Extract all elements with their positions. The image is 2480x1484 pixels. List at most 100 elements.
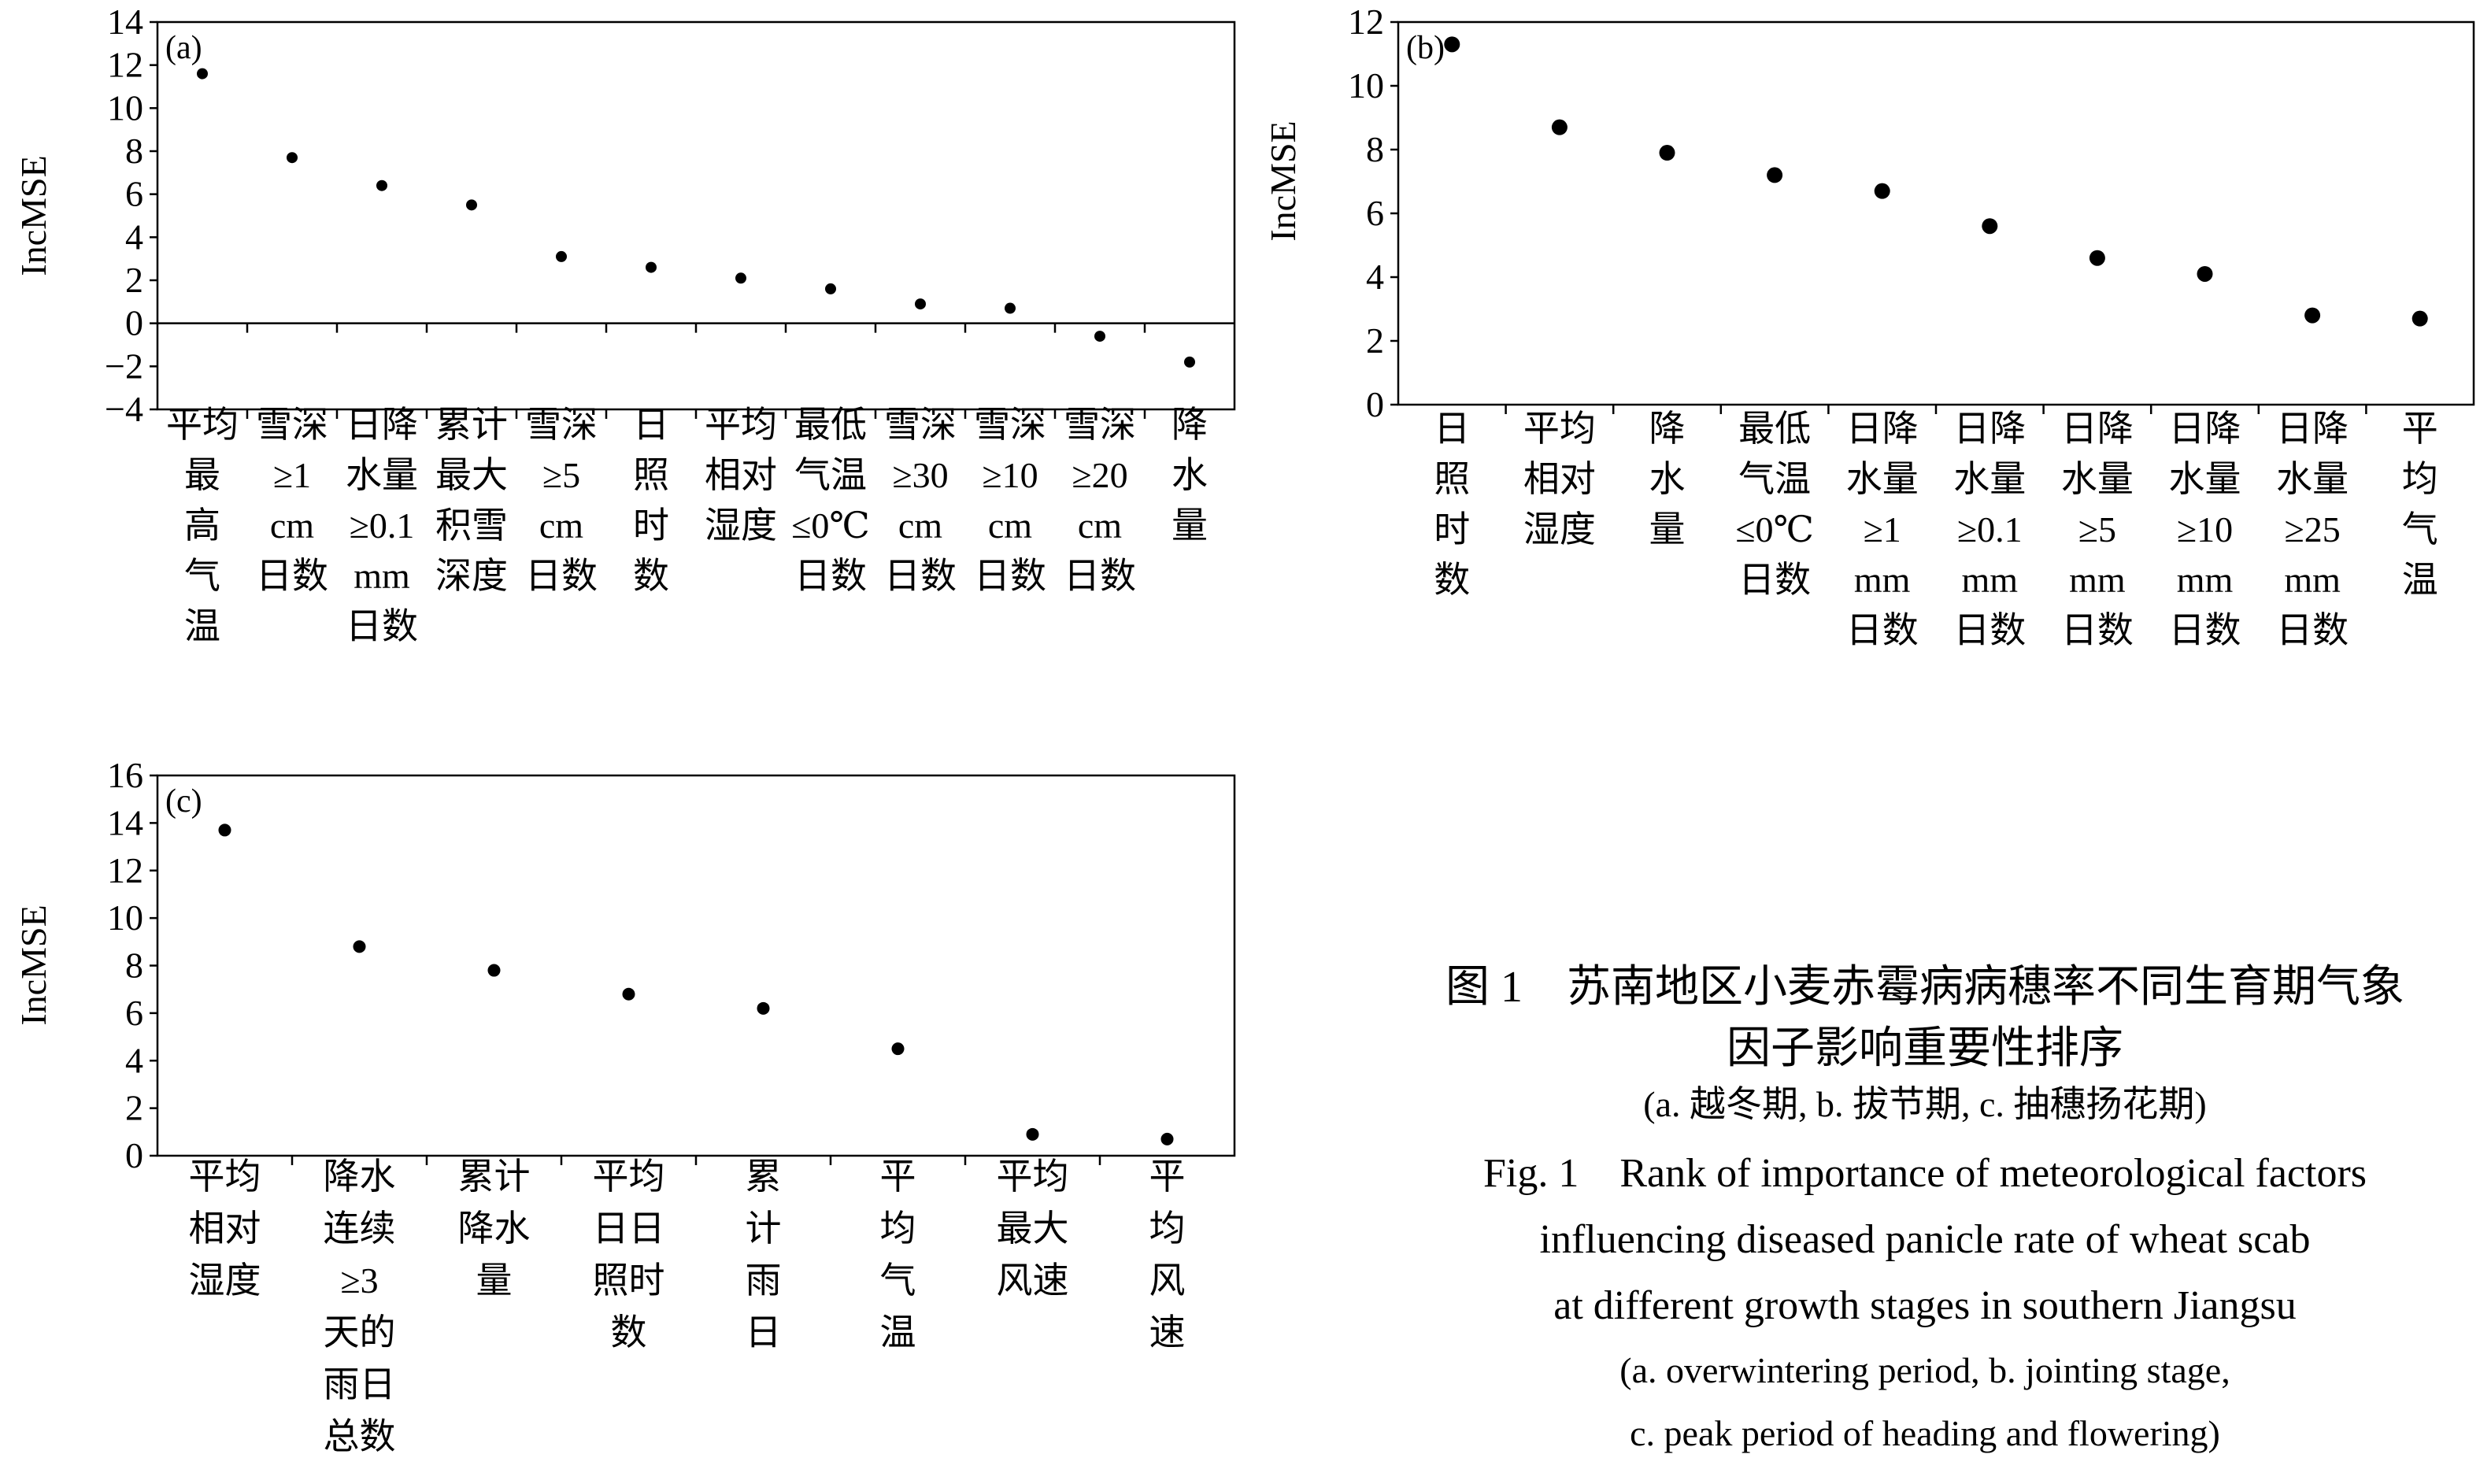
category-label-b-9: 平均气温	[2402, 409, 2438, 600]
plot-frame-c	[156, 774, 1236, 1157]
data-point-c-7	[1160, 1132, 1174, 1145]
category-label-b-4: 日降水量≥1 mm 日数	[1846, 409, 1919, 650]
category-label-a-7: 最低气温≤0℃日数	[791, 405, 870, 596]
category-label-a-0: 平均最高气温	[166, 405, 239, 646]
plot-frame-a	[156, 20, 1236, 411]
data-point-c-1	[353, 940, 366, 953]
category-label-b-2: 降水量	[1649, 409, 1686, 550]
category-label-a-10: 雪深≥20 cm 日数	[1064, 405, 1136, 596]
data-point-a-5	[646, 261, 657, 273]
caption-en-line-1: Fig. 1 Rank of importance of meteorologi…	[1482, 1151, 2367, 1196]
data-point-b-8	[2304, 307, 2321, 324]
y-tick-label-b-3: 6	[1366, 193, 1384, 233]
y-tick-label-b-2: 8	[1366, 129, 1384, 169]
y-tick-label-a-5: 4	[125, 216, 143, 257]
category-label-a-6: 平均相对湿度	[705, 405, 777, 546]
plot-frame-b	[1397, 20, 2475, 406]
y-tick-label-a-6: 2	[125, 260, 143, 300]
figure-caption: 图 1 苏南地区小麦赤霉病病穗率不同生育期气象 因子影响重要性排序 (a. 越冬…	[1386, 957, 2464, 1465]
y-tick-label-c-0: 16	[107, 755, 143, 795]
y-axis-label-b: IncMSE	[1263, 120, 1303, 241]
y-tick-label-a-9: −4	[105, 389, 143, 429]
y-tick-label-c-3: 10	[107, 897, 143, 938]
category-label-b-8: 日降水量≥25 mm 日数	[2276, 409, 2349, 650]
y-tick-label-c-5: 6	[125, 993, 143, 1033]
category-label-a-1: 雪深≥1 cm 日数	[256, 405, 328, 596]
y-tick-label-a-1: 12	[107, 45, 143, 85]
category-label-b-5: 日降水量≥0.1 mm 日数	[1953, 409, 2026, 650]
caption-cn-line-1: 图 1 苏南地区小麦赤霉病病穗率不同生育期气象	[1445, 963, 2404, 1012]
y-tick-label-b-5: 2	[1366, 320, 1384, 361]
category-label-b-3: 最低气温≤0℃日数	[1735, 409, 1814, 600]
category-label-a-9: 雪深≥10 cm 日数	[974, 405, 1046, 596]
data-point-a-10	[1094, 331, 1105, 342]
data-point-b-7	[2197, 265, 2213, 282]
category-label-b-7: 日降水量≥10 mm 日数	[2169, 409, 2241, 650]
caption-cn-subtitle: (a. 越冬期, b. 拔节期, c. 抽穗扬花期)	[1643, 1084, 2207, 1124]
y-tick-label-b-6: 0	[1366, 384, 1384, 424]
data-point-a-7	[825, 283, 836, 294]
caption-en-line-3: at different growth stages in southern J…	[1553, 1283, 2297, 1328]
y-tick-label-b-1: 10	[1348, 65, 1384, 105]
panel-label-a: (a)	[165, 30, 202, 66]
data-point-b-6	[2089, 250, 2105, 266]
y-tick-label-b-0: 12	[1348, 2, 1384, 42]
data-point-a-8	[915, 298, 926, 310]
data-point-b-4	[1874, 183, 1890, 199]
y-tick-label-a-4: 6	[125, 174, 143, 214]
data-point-a-0	[197, 68, 208, 80]
y-tick-label-c-8: 0	[125, 1135, 143, 1175]
y-tick-label-b-4: 4	[1366, 257, 1384, 297]
category-label-c-2: 累计降水量	[458, 1156, 531, 1301]
category-label-c-5: 平均气温	[880, 1156, 916, 1353]
category-label-b-1: 平均相对湿度	[1523, 409, 1596, 550]
panel-label-c: (c)	[165, 783, 202, 820]
data-point-c-6	[1026, 1127, 1039, 1141]
category-label-a-8: 雪深≥30 cm 日数	[884, 405, 957, 596]
data-point-a-9	[1005, 302, 1016, 314]
y-tick-label-a-8: −2	[105, 346, 143, 386]
y-tick-label-a-3: 8	[125, 131, 143, 171]
data-point-b-5	[1982, 218, 1998, 235]
data-point-a-4	[556, 250, 567, 262]
data-point-b-3	[1767, 167, 1783, 183]
category-label-c-1: 降水连续≥3 天的雨日总数	[324, 1156, 396, 1456]
data-point-b-0	[1444, 36, 1460, 53]
panel-label-b: (b)	[1406, 30, 1445, 66]
data-point-c-2	[487, 964, 501, 977]
y-axis-label-c: IncMSE	[13, 905, 54, 1025]
y-tick-label-a-7: 0	[125, 303, 143, 343]
y-tick-label-c-1: 14	[107, 802, 143, 842]
data-point-c-4	[757, 1001, 770, 1015]
category-label-b-0: 日照时数	[1434, 409, 1470, 600]
data-point-a-11	[1184, 356, 1195, 368]
y-tick-label-c-6: 4	[125, 1040, 143, 1080]
category-label-a-11: 降水量	[1172, 405, 1208, 546]
caption-en-sub-line-2: c. peak period of heading and flowering)	[1630, 1413, 2220, 1453]
category-label-c-3: 平均日日照时数	[593, 1156, 665, 1353]
data-point-b-2	[1659, 145, 1675, 161]
caption-en-sub-line-1: (a. overwintering period, b. jointing st…	[1619, 1350, 2230, 1390]
y-axis-label-a: IncMSE	[13, 155, 54, 276]
data-point-a-3	[466, 199, 477, 211]
y-tick-label-c-2: 12	[107, 850, 143, 890]
y-tick-label-c-4: 8	[125, 946, 143, 986]
category-label-a-3: 累计最大积雪深度	[435, 405, 508, 596]
category-label-b-6: 日降水量≥5 mm 日数	[2061, 409, 2134, 650]
data-point-b-9	[2412, 310, 2428, 327]
category-label-a-2: 日降水量≥0.1 mm 日数	[346, 405, 418, 646]
category-label-c-6: 平均最大风速	[997, 1156, 1069, 1301]
category-label-a-4: 雪深≥5 cm 日数	[525, 405, 598, 596]
category-label-c-0: 平均相对湿度	[189, 1156, 261, 1301]
data-point-a-2	[376, 179, 387, 191]
data-point-c-5	[891, 1042, 905, 1056]
data-point-a-6	[735, 272, 746, 284]
caption-cn-line-2: 因子影响重要性排序	[1727, 1024, 2123, 1073]
y-tick-label-c-7: 2	[125, 1088, 143, 1128]
category-label-c-7: 平均风速	[1149, 1156, 1186, 1353]
category-label-c-4: 累计雨日	[746, 1156, 782, 1353]
data-point-c-3	[622, 987, 635, 1001]
data-point-c-0	[218, 823, 231, 837]
data-point-b-1	[1551, 119, 1568, 135]
